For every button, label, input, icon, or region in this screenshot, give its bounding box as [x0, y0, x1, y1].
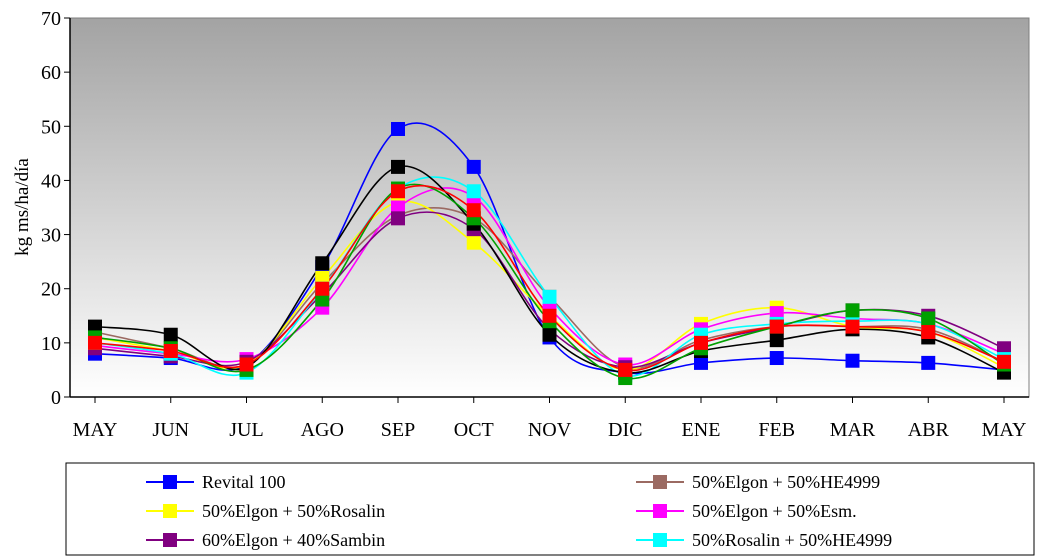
data-point-6-3 — [315, 256, 330, 271]
legend-marker — [163, 475, 177, 489]
y-tick-label: 0 — [51, 387, 61, 409]
data-point-8-11 — [921, 325, 936, 340]
x-tick-label: MAY — [982, 419, 1027, 441]
data-point-8-7 — [618, 362, 633, 377]
data-point-6-6 — [542, 327, 557, 342]
series-markers — [88, 121, 1011, 386]
data-point-8-5 — [466, 203, 481, 218]
data-point-8-9 — [769, 319, 784, 334]
data-point-0-9 — [769, 351, 784, 366]
legend-label: 50%Elgon + 50%Esm. — [692, 501, 857, 521]
data-point-7-10 — [845, 303, 860, 318]
legend-label: Revital 100 — [202, 472, 286, 492]
legend-marker — [653, 533, 667, 547]
x-tick-label: ENE — [682, 419, 721, 441]
data-point-6-0 — [88, 319, 102, 334]
y-tick-label: 40 — [41, 170, 61, 192]
axes: 0 10 20 30 40 50 60 70 MAY JUN JUL AGO SEP OCT NOV DIC E… — [41, 8, 1029, 441]
data-point-8-1 — [163, 343, 178, 358]
legend-marker — [653, 475, 667, 489]
data-point-0-10 — [845, 353, 860, 368]
x-tick-label: NOV — [528, 419, 572, 441]
data-point-3-9 — [769, 306, 784, 321]
data-point-8-10 — [845, 319, 860, 334]
legend-marker — [163, 504, 177, 518]
data-point-6-1 — [163, 327, 178, 342]
data-point-8-12 — [997, 354, 1011, 369]
legend-label: 50%Elgon + 50%HE4999 — [692, 472, 880, 492]
legend-marker — [163, 533, 177, 547]
data-point-0-11 — [921, 355, 936, 370]
legend-label: 50%Rosalin + 50%HE4999 — [692, 530, 892, 550]
x-tick-label: JUN — [152, 419, 189, 441]
x-tick-label: ABR — [908, 419, 950, 441]
data-point-7-11 — [921, 311, 936, 326]
legend-box — [65, 462, 1035, 556]
x-tick-label: AGO — [301, 419, 344, 441]
x-tick-label: DIC — [608, 419, 642, 441]
y-tick-label: 30 — [41, 225, 61, 247]
data-point-6-4 — [391, 159, 405, 174]
y-tick-label: 50 — [41, 116, 61, 138]
data-point-8-4 — [391, 184, 405, 199]
data-point-8-2 — [239, 357, 254, 372]
data-point-3-4 — [391, 200, 405, 215]
legend-label: 50%Elgon + 50%Rosalin — [202, 501, 385, 521]
data-point-8-8 — [694, 335, 708, 350]
legend: Revital 100 50%Elgon + 50%HE4999 50%Elgon … — [65, 462, 1035, 556]
data-point-4-4 — [391, 211, 405, 226]
x-tick-label: FEB — [758, 419, 795, 441]
x-tick-label: SEP — [381, 419, 415, 441]
y-tick-label: 60 — [41, 62, 61, 84]
legend-marker — [653, 504, 667, 518]
data-point-5-6 — [542, 289, 557, 304]
data-point-8-3 — [315, 281, 330, 296]
x-tick-label: JUL — [229, 419, 263, 441]
data-point-0-4 — [391, 121, 405, 136]
data-point-5-5 — [466, 184, 481, 199]
data-point-6-9 — [769, 333, 784, 348]
data-point-4-12 — [997, 341, 1011, 356]
data-point-8-6 — [542, 308, 557, 323]
data-point-0-5 — [466, 159, 481, 174]
data-point-2-3 — [315, 270, 330, 285]
data-point-2-5 — [466, 235, 481, 250]
data-point-8-0 — [88, 335, 102, 350]
data-point-0-8 — [694, 355, 708, 370]
y-tick-label: 70 — [41, 8, 61, 30]
y-tick-label: 10 — [41, 333, 61, 355]
x-tick-label: MAR — [830, 419, 876, 441]
legend-label: 60%Elgon + 40%Sambin — [202, 530, 385, 550]
x-tick-label: OCT — [454, 419, 494, 441]
y-tick-label: 20 — [41, 279, 61, 301]
data-point-7-3 — [315, 292, 330, 307]
y-axis-label: kg ms/ha/día — [12, 158, 33, 256]
x-tick-label: MAY — [73, 419, 118, 441]
